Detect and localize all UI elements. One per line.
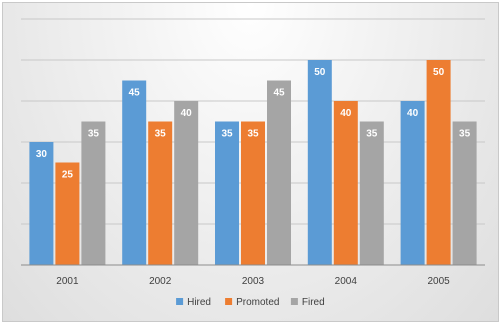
x-tick-label: 2002 <box>149 276 172 287</box>
data-label-fired-2001: 35 <box>88 129 100 140</box>
bar-hired-2004 <box>307 60 332 265</box>
bars: 30 25 35 45 35 40 35 35 45 50 40 35 40 50 35 <box>29 60 477 265</box>
bar-hired-2002 <box>122 80 147 265</box>
bar-fired-2002 <box>174 101 199 265</box>
bar-promoted-2002 <box>148 121 173 265</box>
bar-promoted-2004 <box>333 101 358 265</box>
legend-swatch-promoted <box>225 298 233 305</box>
data-label-hired-2004: 50 <box>314 67 326 78</box>
data-label-fired-2004: 35 <box>366 129 378 140</box>
bar-promoted-2001 <box>55 162 80 265</box>
legend: Hired Promoted Fired <box>176 297 325 308</box>
data-label-promoted-2001: 25 <box>62 170 74 181</box>
data-label-fired-2003: 45 <box>273 88 285 99</box>
x-tick-label: 2005 <box>427 276 450 287</box>
bar-fired-2004 <box>359 121 384 265</box>
data-label-hired-2003: 35 <box>221 129 233 140</box>
x-tick-label: 2003 <box>242 276 265 287</box>
bar-hired-2003 <box>215 121 239 265</box>
data-label-promoted-2004: 40 <box>340 108 352 119</box>
legend-label-promoted: Promoted <box>236 297 279 308</box>
bar-fired-2003 <box>267 80 291 265</box>
data-label-fired-2005: 35 <box>459 129 471 140</box>
data-label-promoted-2003: 35 <box>247 129 259 140</box>
x-tick-label: 2004 <box>335 276 358 287</box>
data-label-promoted-2005: 50 <box>433 67 445 78</box>
data-label-promoted-2002: 35 <box>155 129 167 140</box>
data-label-hired-2002: 45 <box>129 88 141 99</box>
legend-swatch-hired <box>176 298 184 305</box>
data-label-hired-2001: 30 <box>36 149 48 160</box>
data-label-fired-2002: 40 <box>181 108 193 119</box>
bar-promoted-2003 <box>241 121 265 265</box>
legend-label-hired: Hired <box>187 297 211 308</box>
legend-label-fired: Fired <box>302 297 325 308</box>
bar-promoted-2005 <box>426 60 451 265</box>
data-label-hired-2005: 40 <box>407 108 419 119</box>
chart-frame: 30 25 35 45 35 40 35 35 45 50 40 35 40 50 35 2001 2002 2… <box>2 2 499 322</box>
bar-hired-2005 <box>400 101 425 265</box>
x-tick-label: 2001 <box>56 276 79 287</box>
x-axis: 2001 2002 2003 2004 2005 <box>21 264 485 287</box>
bar-hired-2001 <box>29 142 54 265</box>
bar-fired-2001 <box>81 121 106 265</box>
bar-fired-2005 <box>452 121 477 265</box>
legend-swatch-fired <box>290 298 298 305</box>
